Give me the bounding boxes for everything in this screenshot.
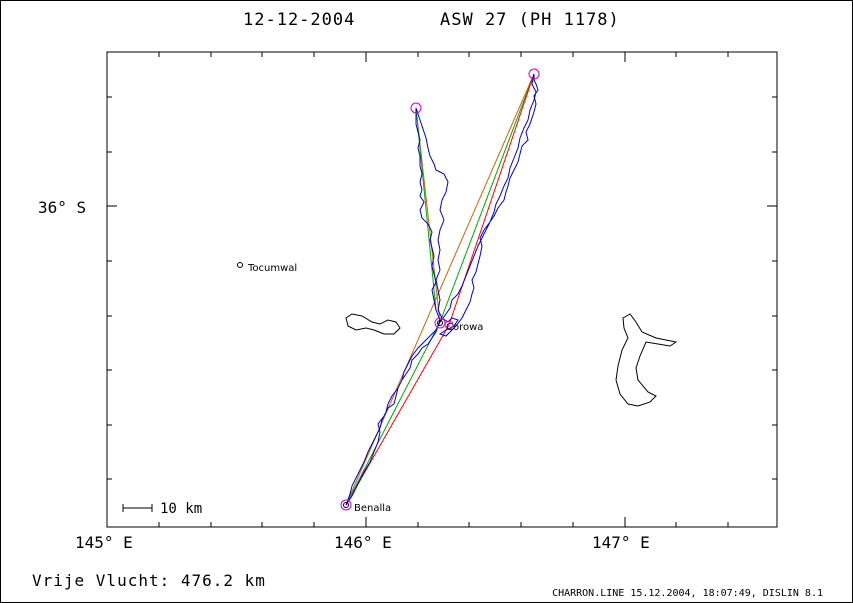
leg-corowa-green xyxy=(345,321,441,506)
free-flight-distance: Vrije Vlucht: 476.2 km xyxy=(32,571,266,590)
town-marker-benalla xyxy=(343,502,349,508)
town-marker-tocumwal xyxy=(237,262,243,268)
y-tick-label-36s: 36° S xyxy=(38,198,87,217)
turnpoint-north xyxy=(410,102,422,114)
lake-outline-east xyxy=(615,313,678,407)
flight-date: 12-12-2004 xyxy=(243,10,356,30)
axis-ticks xyxy=(106,52,777,527)
map-border xyxy=(106,51,778,528)
turnpoint-northeast xyxy=(528,68,540,80)
leg-benalla-to-corowa xyxy=(345,324,450,506)
leg-northeast-green xyxy=(439,73,535,323)
x-tick-label-145e: 145° E xyxy=(75,533,133,552)
town-label-tocumwal: Tocumwal xyxy=(247,263,297,274)
x-tick-label-147e: 147° E xyxy=(592,533,650,552)
scale-bar xyxy=(122,504,153,512)
flight-track xyxy=(345,73,539,506)
scale-bar-label: 10 km xyxy=(160,501,202,517)
town-marker-corowa xyxy=(437,320,443,326)
town-label-corowa: Corowa xyxy=(446,322,483,333)
town-label-benalla: Benalla xyxy=(354,503,391,514)
turnpoints xyxy=(340,68,540,511)
software-credit: CHARRON.LINE 15.12.2004, 18:07:49, DISLI… xyxy=(552,588,823,599)
x-tick-label-146e: 146° E xyxy=(334,533,392,552)
turnpoint-benalla xyxy=(340,499,352,511)
town-markers xyxy=(237,262,443,508)
glider-name: ASW 27 (PH 1178) xyxy=(440,10,620,30)
turnpoint-corowa-2 xyxy=(444,320,454,330)
lake-outline-west xyxy=(345,313,401,335)
